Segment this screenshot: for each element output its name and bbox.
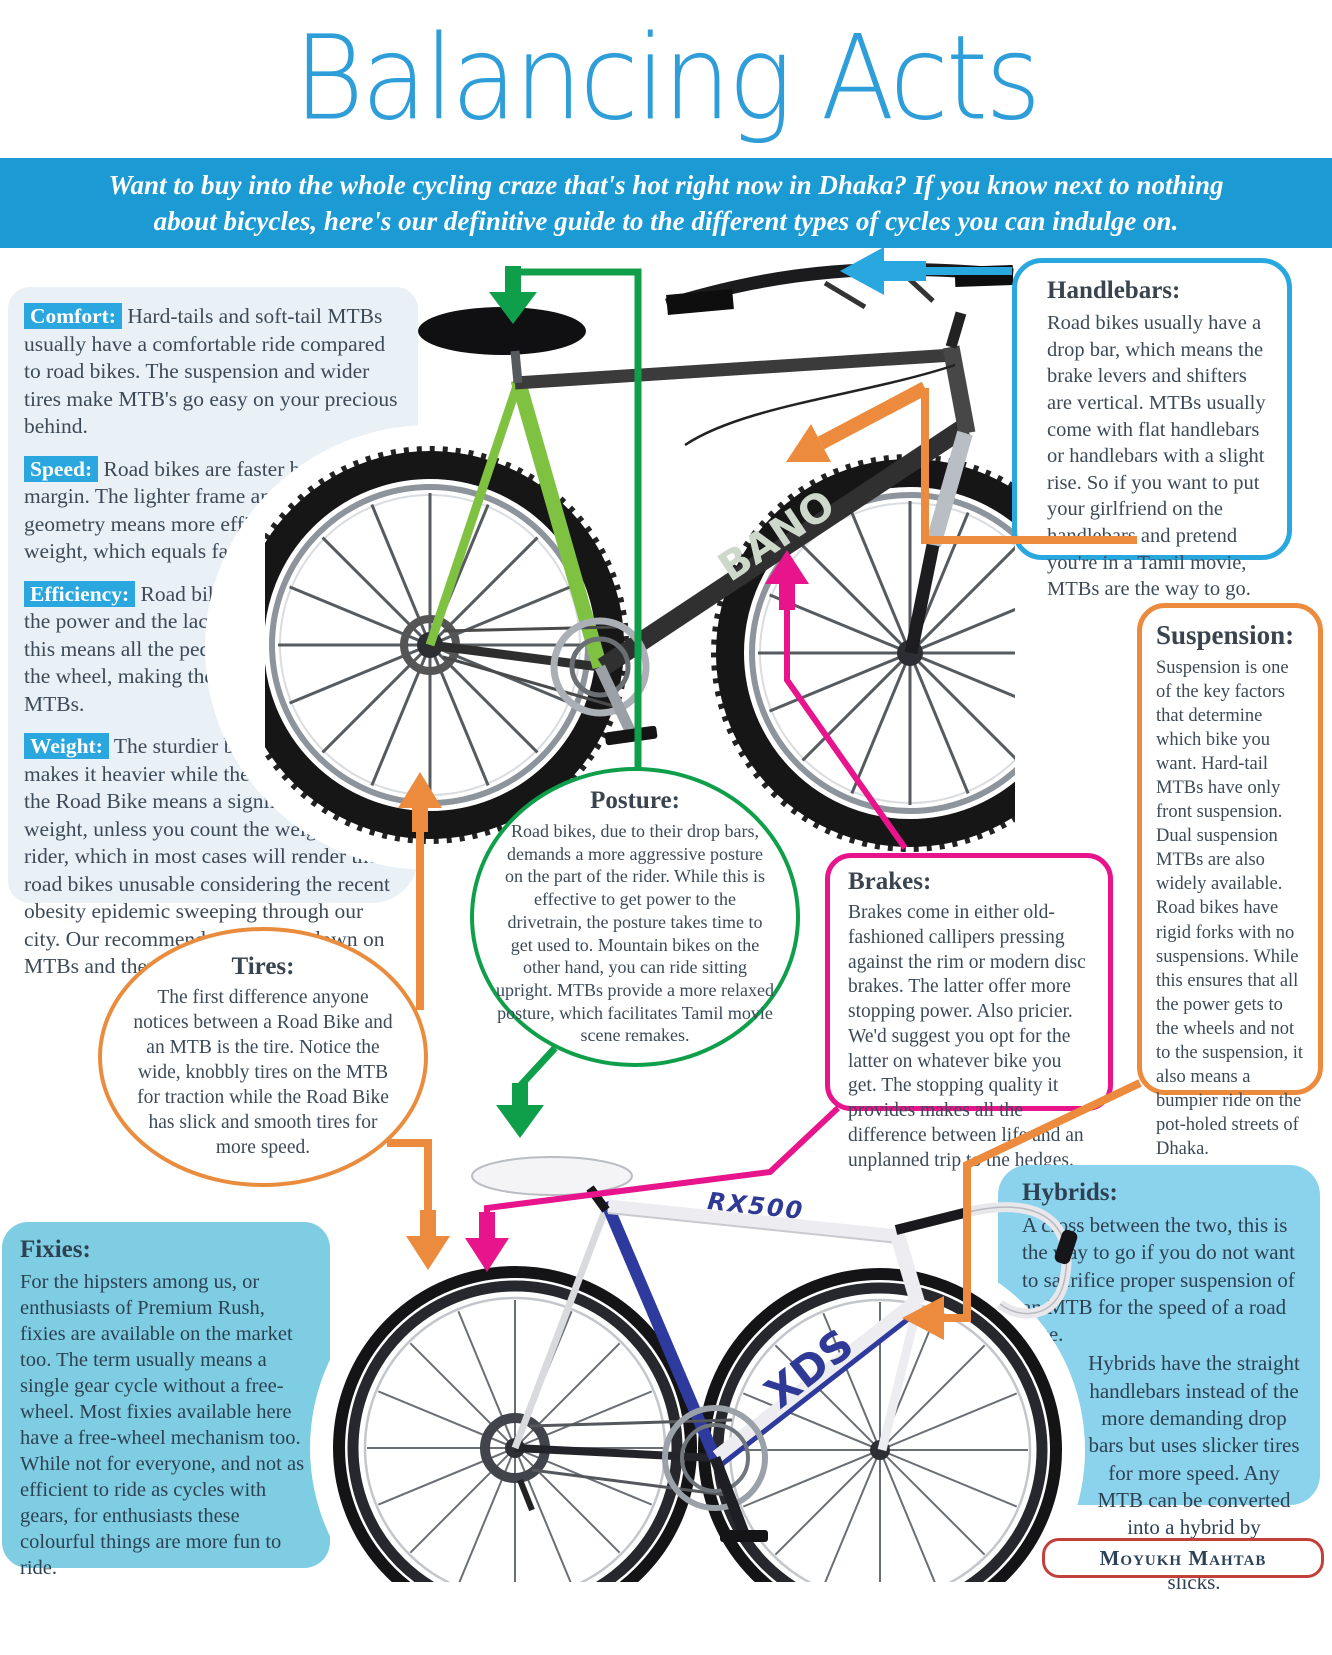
subtitle-banner: Want to buy into the whole cycling craze… (0, 158, 1332, 248)
brakes-heading: Brakes: (848, 868, 932, 895)
handlebars-heading: Handlebars: (1047, 277, 1181, 304)
mtb-handlebar (665, 262, 1014, 349)
comfort-label: Comfort: (24, 303, 122, 329)
byline-text: Moyukh Mahtab (1099, 1545, 1267, 1570)
subtitle-line-1: Want to buy into the whole cycling craze… (108, 170, 1224, 200)
comparison-item-comfort: Comfort: Hard-tails and soft-tail MTBs u… (24, 303, 404, 441)
fixies-text: For the hipsters among us, or enthusiast… (20, 1271, 305, 1580)
callout-tires: Tires: The first difference anyone notic… (98, 927, 428, 1187)
callout-fixies: Fixies: For the hipsters among us, or en… (2, 1222, 330, 1579)
callout-brakes: Brakes: Brakes come in either old-fashio… (825, 853, 1113, 1171)
tires-text: The first difference anyone notices betw… (133, 987, 393, 1158)
road-bike-photo: RX500 XDS (333, 1156, 1078, 1582)
mtb-brand-text: BANO (710, 481, 843, 591)
masthead: Balancing Acts (0, 0, 1332, 158)
speed-label: Speed: (24, 455, 99, 482)
mtb-saddle (418, 307, 586, 384)
callout-handlebars: Handlebars: Road bikes usually have a dr… (1012, 258, 1292, 600)
subtitle-line-2: about bicycles, here's our definitive gu… (153, 206, 1179, 236)
posture-heading: Posture: (590, 787, 680, 815)
efficiency-label: Efficiency: (24, 580, 136, 607)
page-title: Balancing Acts (293, 11, 1042, 147)
suspension-text: Suspension is one of the key factors tha… (1156, 658, 1303, 1159)
brakes-text: Brakes come in either old-fashioned call… (848, 902, 1086, 1171)
road-rear-wheel (333, 1266, 697, 1582)
callout-posture: Posture: Road bikes, due to their drop b… (470, 767, 800, 1067)
handlebars-text: Road bikes usually have a drop bar, whic… (1047, 312, 1266, 601)
weight-label: Weight: (24, 733, 109, 760)
posture-text: Road bikes, due to their drop bars, dema… (496, 821, 774, 1046)
callout-suspension: Suspension: Suspension is one of the key… (1137, 603, 1323, 1159)
suspension-heading: Suspension: (1156, 620, 1295, 650)
fixies-heading: Fixies: (20, 1236, 91, 1263)
tires-heading: Tires: (231, 953, 295, 981)
byline-badge: Moyukh Mahtab (1042, 1538, 1324, 1578)
road-drivetrain (517, 1405, 768, 1542)
comfort-text: Hard-tails and soft-tail MTBs usually ha… (24, 304, 398, 439)
